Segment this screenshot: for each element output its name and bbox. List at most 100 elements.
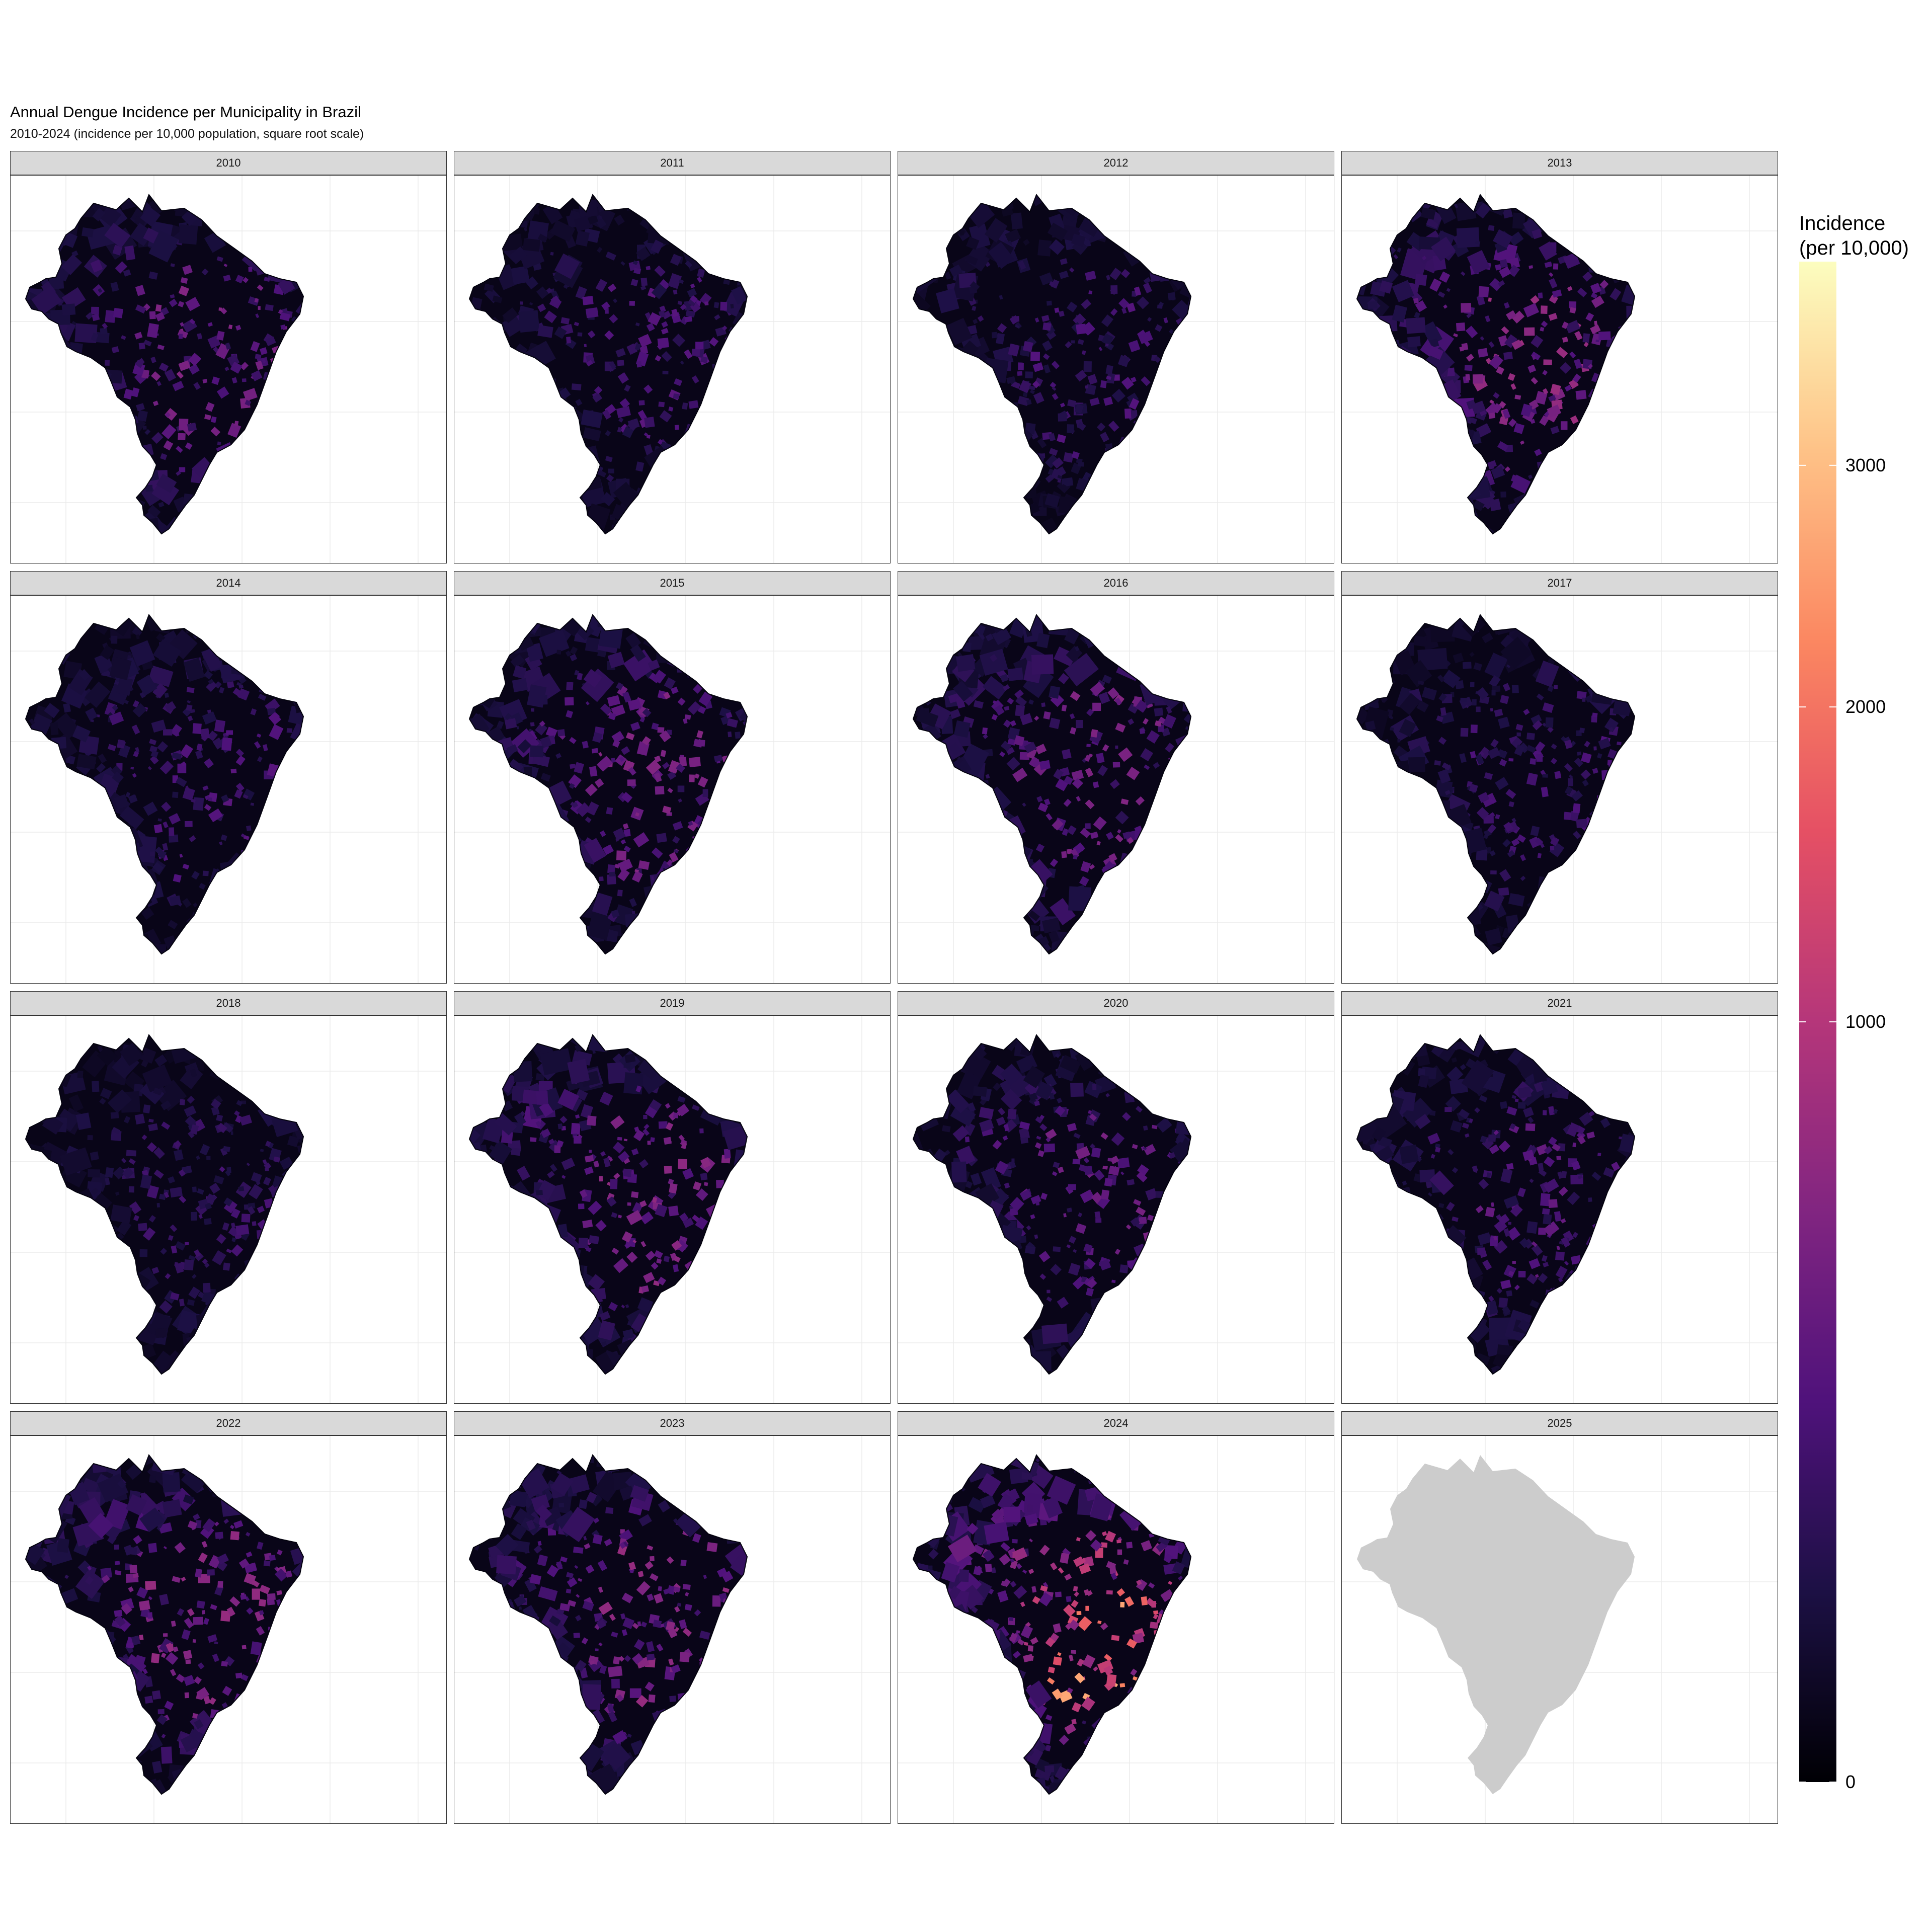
municipality	[1536, 693, 1544, 701]
municipality	[707, 881, 723, 900]
municipality	[269, 681, 274, 686]
municipality	[697, 437, 703, 443]
municipality	[79, 834, 94, 848]
municipality	[50, 1362, 70, 1374]
municipality	[1357, 939, 1379, 954]
plot-subtitle: 2010-2024 (incidence per 10,000 populati…	[10, 127, 364, 141]
municipality	[31, 467, 51, 487]
municipality	[1369, 945, 1400, 954]
municipality	[1527, 364, 1537, 373]
municipality	[657, 1306, 688, 1333]
municipality	[493, 814, 506, 826]
municipality	[92, 409, 104, 422]
municipality	[1146, 488, 1163, 504]
municipality	[236, 1100, 243, 1106]
municipality	[226, 730, 233, 735]
municipality	[646, 759, 662, 775]
municipality	[535, 856, 566, 884]
municipality	[1030, 351, 1040, 361]
municipality	[475, 1286, 502, 1313]
municipality	[260, 1314, 273, 1327]
municipality	[132, 700, 140, 708]
municipality	[169, 827, 175, 836]
municipality	[1180, 615, 1191, 627]
municipality	[1151, 514, 1181, 534]
municipality	[971, 531, 977, 534]
municipality	[721, 849, 743, 871]
municipality	[1437, 769, 1451, 784]
municipality	[149, 745, 158, 753]
municipality	[723, 766, 729, 770]
municipality	[540, 773, 551, 782]
municipality	[266, 384, 277, 394]
municipality-layer	[469, 615, 747, 954]
municipality	[1389, 482, 1407, 501]
municipality	[134, 1113, 145, 1125]
municipality	[169, 895, 182, 906]
municipality	[197, 1188, 204, 1195]
municipality	[191, 1212, 197, 1221]
municipality	[1476, 423, 1492, 438]
municipality	[913, 683, 929, 696]
municipality	[949, 742, 962, 756]
municipality	[729, 535, 740, 545]
municipality	[1550, 426, 1560, 434]
municipality	[916, 819, 926, 828]
municipality	[1607, 749, 1617, 759]
municipality	[554, 853, 575, 874]
municipality	[263, 1177, 272, 1186]
municipality	[1475, 754, 1484, 765]
municipality	[1101, 892, 1125, 914]
municipality	[1371, 403, 1389, 423]
municipality	[162, 424, 177, 440]
municipality	[223, 1146, 230, 1152]
municipality	[581, 487, 606, 508]
municipality	[492, 825, 514, 847]
municipality	[264, 1098, 270, 1104]
municipality	[966, 236, 980, 250]
municipality	[27, 1366, 42, 1374]
municipality	[1168, 939, 1179, 952]
municipality	[580, 1104, 594, 1119]
municipality	[1632, 360, 1635, 364]
municipality	[1177, 412, 1186, 423]
municipality	[1058, 310, 1065, 317]
municipality	[570, 646, 578, 655]
municipality	[1042, 353, 1050, 360]
municipality	[571, 383, 582, 391]
municipality	[661, 928, 684, 950]
municipality	[1065, 341, 1072, 349]
municipality	[1359, 874, 1375, 889]
municipality	[1147, 317, 1152, 322]
municipality	[39, 1072, 60, 1094]
municipality	[503, 356, 514, 365]
municipality	[631, 870, 643, 883]
municipality	[612, 198, 623, 208]
municipality	[279, 492, 288, 501]
municipality	[1380, 917, 1408, 938]
municipality	[528, 443, 544, 460]
municipality	[255, 879, 268, 892]
municipality	[965, 242, 994, 272]
municipality	[566, 710, 574, 718]
municipality	[219, 841, 223, 846]
municipality	[123, 388, 133, 400]
municipality	[55, 921, 79, 943]
municipality	[120, 1042, 143, 1066]
municipality	[1390, 472, 1411, 495]
municipality	[164, 692, 170, 698]
municipality	[63, 1285, 96, 1312]
municipality	[1407, 809, 1434, 832]
municipality	[471, 944, 486, 954]
municipality	[600, 492, 615, 507]
municipality	[623, 845, 631, 853]
municipality	[90, 259, 103, 273]
municipality	[1070, 727, 1077, 735]
municipality	[1522, 615, 1543, 634]
municipality	[535, 1204, 542, 1212]
municipality	[51, 932, 61, 942]
municipality	[925, 378, 942, 398]
municipality	[26, 499, 48, 522]
municipality	[151, 719, 167, 733]
municipality	[1586, 930, 1598, 945]
